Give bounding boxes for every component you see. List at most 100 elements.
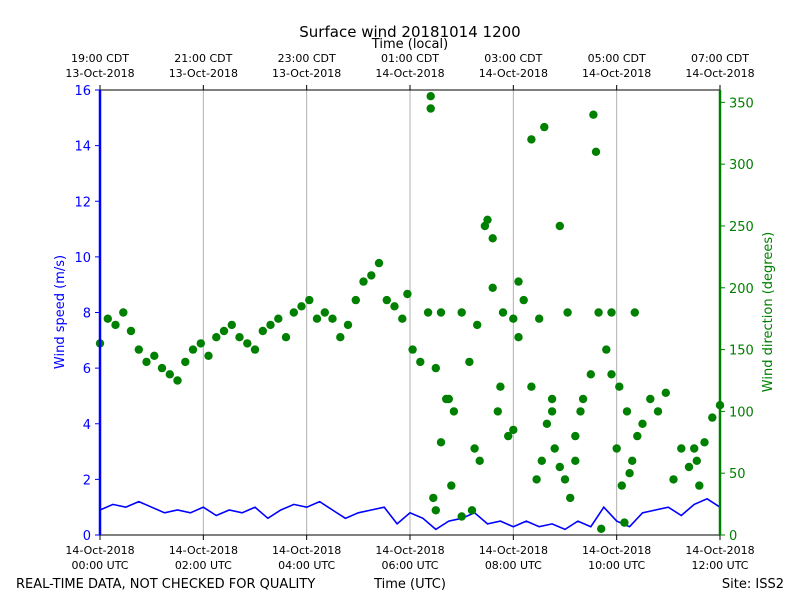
wind-direction-point [426,104,435,113]
right-tick-label: 150 [729,344,754,359]
wind-direction-point [289,308,298,317]
wind-direction-point [457,308,466,317]
bottom-tick-label: 12:00 UTC [691,559,748,572]
wind-direction-point [467,506,477,515]
wind-direction-point [708,413,717,422]
wind-direction-point [266,320,275,330]
left-tick-label: 12 [74,195,91,210]
right-tick-label: 0 [729,529,737,544]
wind-direction-point [188,345,198,354]
wind-direction-point [403,289,412,299]
wind-direction-point [227,320,236,330]
wind-direction-point [493,407,502,416]
left-tick-label: 10 [74,251,91,266]
wind-direction-point [700,438,709,447]
top-tick-label: 14-Oct-2018 [685,67,754,80]
wind-direction-point [328,314,337,323]
right-tick-label: 250 [729,220,754,235]
wind-direction-point [591,147,601,156]
wind-direction-point [488,283,497,292]
wind-direction-point [578,394,588,404]
wind-direction-point [483,215,492,224]
wind-direction-point [470,444,479,453]
top-tick-label: 01:00 CDT [381,52,439,65]
wind-direction-point [576,407,585,416]
left-tick-label: 2 [83,473,91,488]
wind-direction-point [281,333,291,342]
top-tick-label: 13-Oct-2018 [272,67,341,80]
wind-direction-point [274,314,283,323]
wind-direction-point [653,407,663,416]
wind-direction-point [509,425,518,435]
wind-direction-point [555,462,564,472]
wind-direction-point [429,493,438,503]
bottom-tick-label: 14-Oct-2018 [169,544,238,557]
wind-direction-point [442,394,451,404]
left-tick-label: 16 [74,84,91,99]
wind-direction-point [630,308,639,317]
wind-direction-point [382,295,391,305]
wind-direction-point [258,326,267,336]
bottom-tick-label: 06:00 UTC [381,559,438,572]
wind-direction-point [165,370,174,379]
wind-direction-point [540,122,549,132]
wind-direction-point [684,462,694,472]
wind-direction-point [336,333,345,342]
wind-direction-point [473,320,482,330]
wind-direction-point [628,456,637,465]
wind-direction-point [625,469,634,478]
wind-direction-point [173,376,182,385]
wind-direction-point [408,345,417,354]
wind-direction-point [305,295,314,305]
wind-direction-point [692,456,701,465]
wind-direction-point [320,308,329,317]
wind-direction-point [542,419,552,428]
wind-direction-point [617,481,626,490]
wind-direction-point [547,394,557,404]
left-tick-label: 0 [83,529,91,544]
wind-direction-point [622,407,632,416]
wind-direction-point [126,326,136,336]
wind-direction-point [661,388,670,397]
wind-direction-point [431,363,440,373]
top-tick-label: 21:00 CDT [174,52,232,65]
footer-right-text: Site: ISS2 [722,577,784,592]
wind-direction-point [111,320,120,330]
wind-direction-point [119,308,128,317]
wind-direction-point [547,407,557,416]
right-axis-label: Wind direction (degrees) [761,232,776,392]
wind-direction-point [504,431,513,441]
top-axis-label: Time (local) [371,37,448,52]
wind-direction-point [563,308,572,317]
wind-direction-point [250,345,260,354]
wind-direction-point [586,370,595,379]
wind-direction-point [612,444,621,453]
wind-direction-point [602,345,611,354]
wind-direction-point [527,382,536,391]
wind-direction-point [498,308,508,317]
wind-direction-point [555,221,564,231]
wind-direction-point [514,333,523,342]
bottom-tick-label: 14-Oct-2018 [272,544,341,557]
wind-direction-point [142,357,151,367]
bottom-tick-label: 14-Oct-2018 [582,544,651,557]
wind-direction-point [204,351,213,360]
wind-direction-point [196,339,205,348]
wind-direction-point [212,333,221,342]
wind-direction-point [374,258,384,268]
wind-direction-point [571,456,580,465]
wind-direction-point [677,444,686,453]
wind-direction-point [436,438,446,447]
left-axis-label: Wind speed (m/s) [53,255,68,369]
wind-direction-point [390,302,399,311]
wind-direction-point [426,92,435,101]
right-tick-label: 350 [729,96,754,111]
wind-direction-point [181,357,190,367]
wind-speed-line [99,497,721,531]
wind-direction-point [431,506,440,515]
wind-direction-point [436,308,446,317]
wind-direction-point [457,512,466,521]
wind-direction-point [597,524,606,533]
wind-direction-point [447,481,456,490]
bottom-tick-label: 14-Oct-2018 [479,544,548,557]
